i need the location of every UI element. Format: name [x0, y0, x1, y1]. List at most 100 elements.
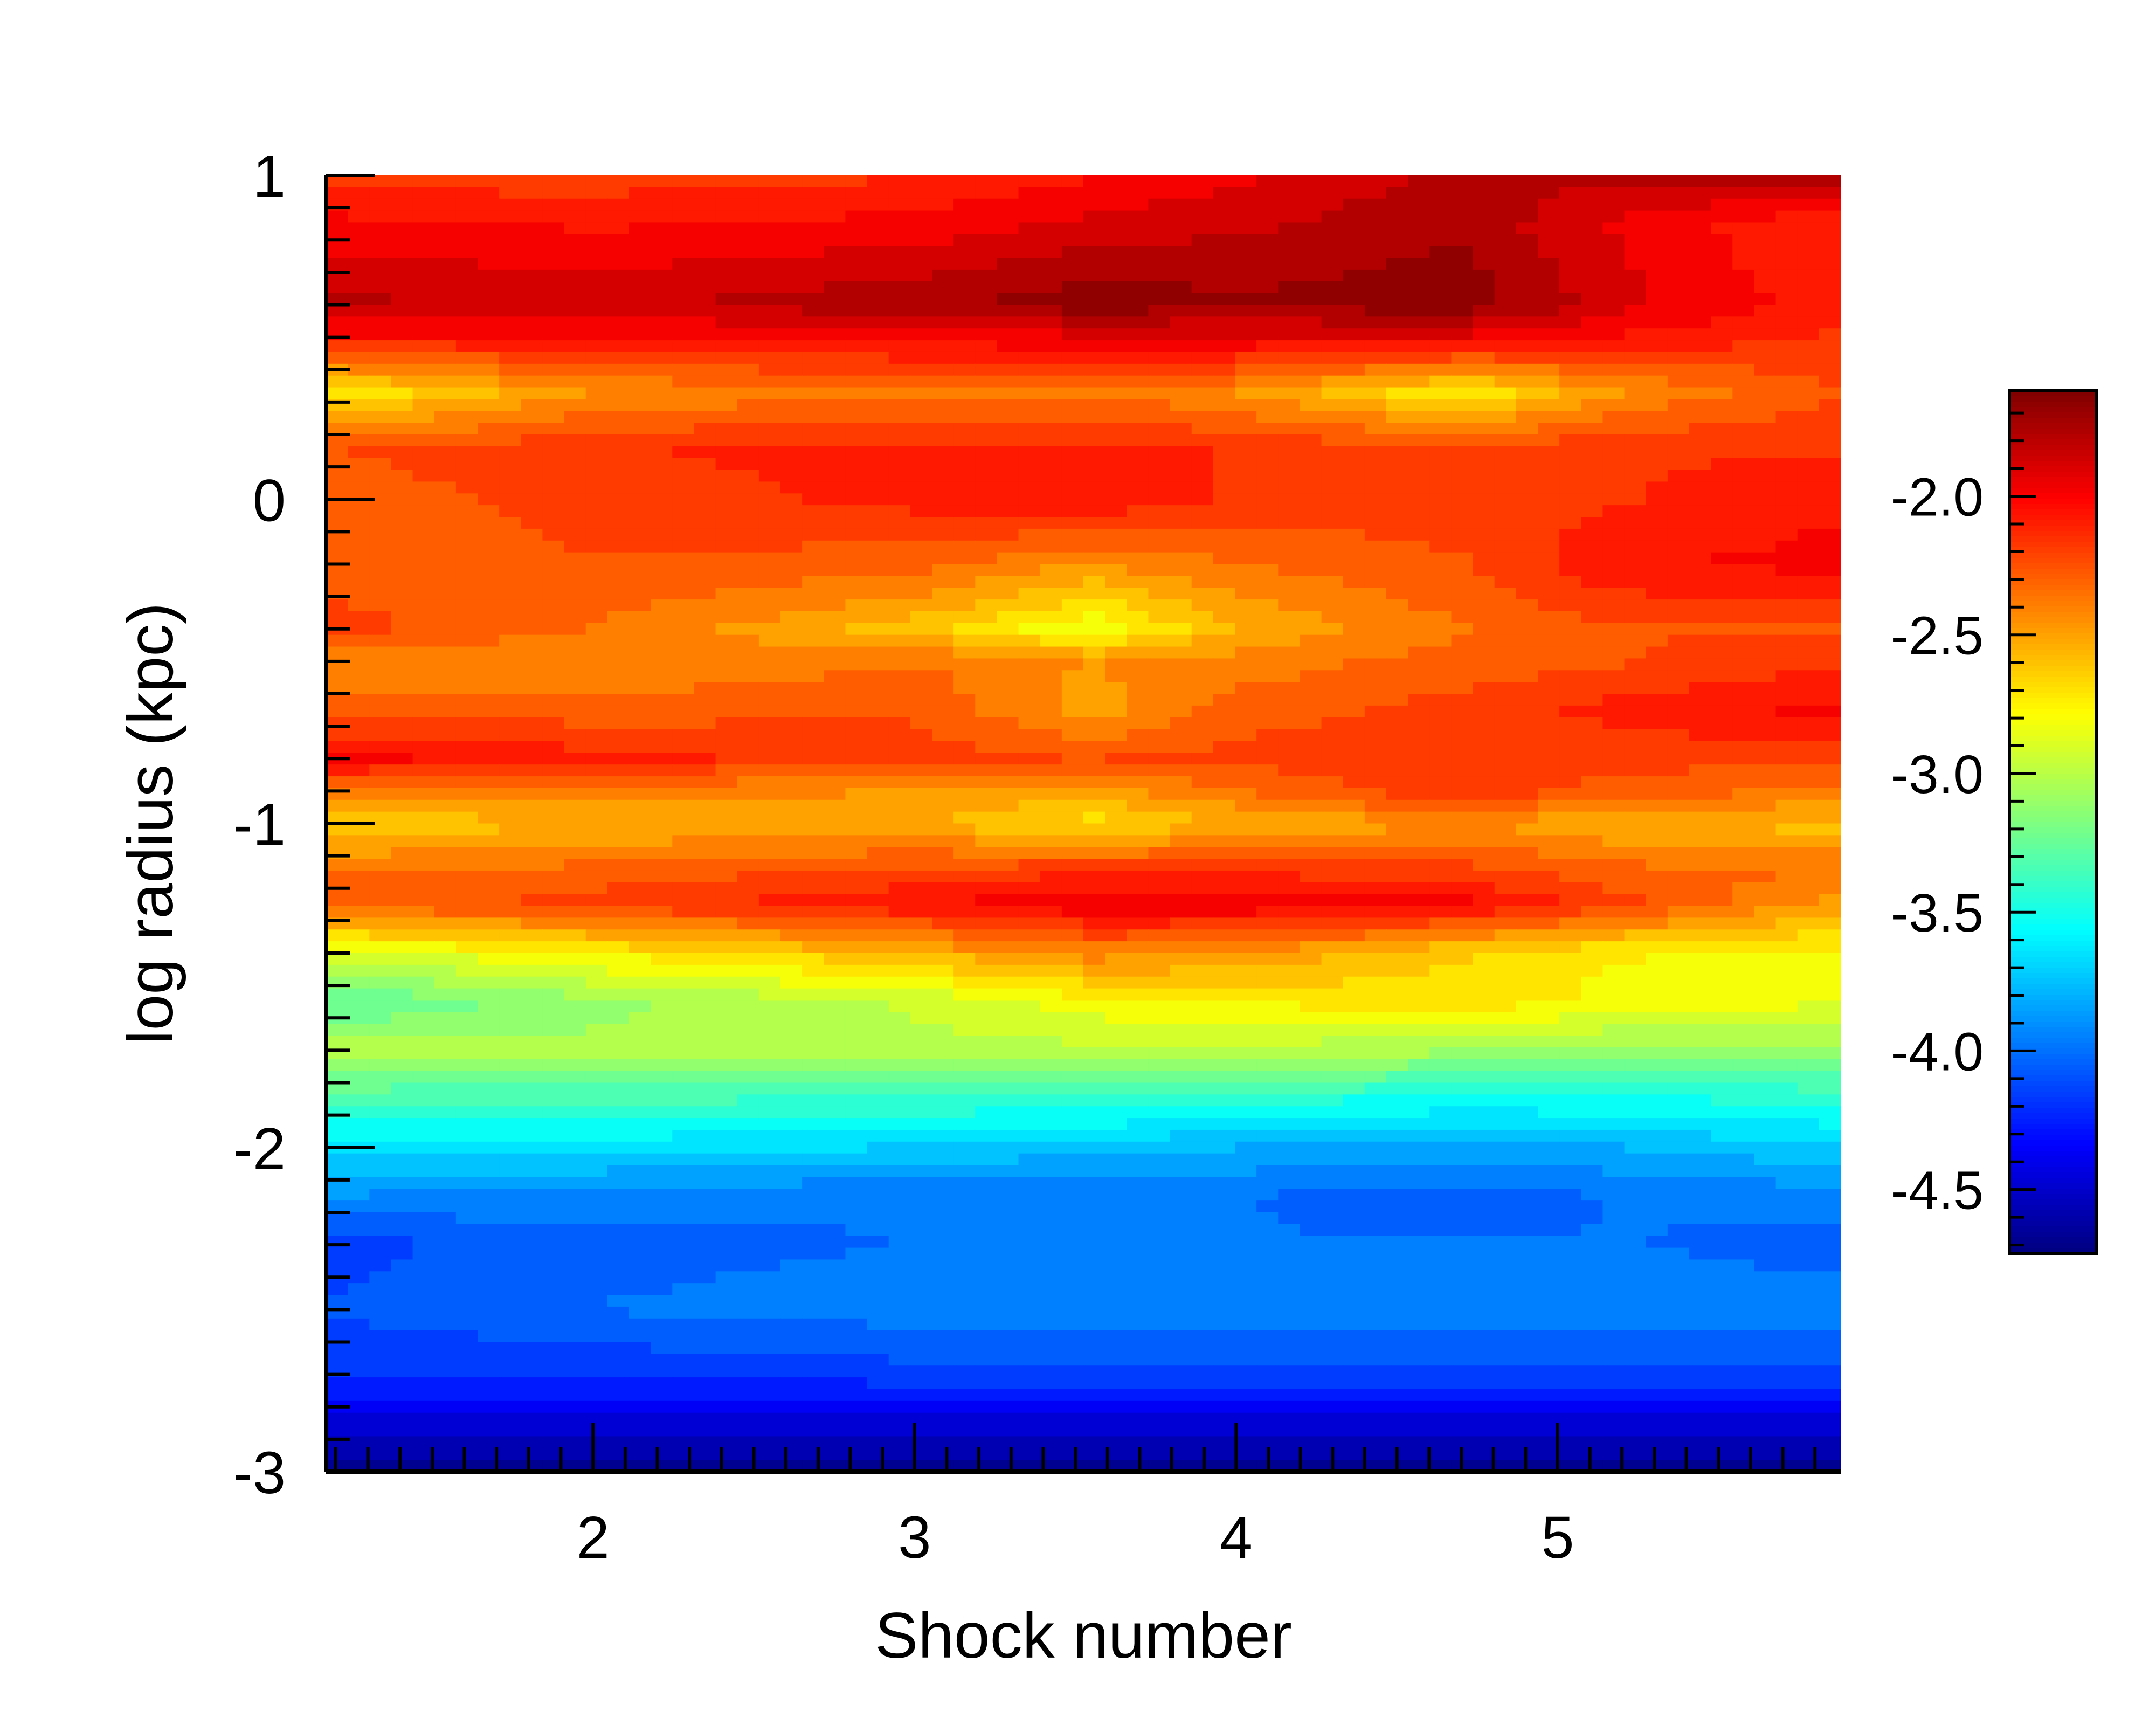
contour-cell: [1408, 953, 1431, 965]
contour-cell: [1451, 222, 1474, 235]
contour-cell: [1191, 859, 1214, 871]
contour-cell: [780, 540, 803, 553]
contour-cell: [1105, 670, 1128, 682]
contour-cell: [888, 953, 911, 965]
contour-cell: [758, 423, 781, 435]
contour-cell: [1667, 705, 1690, 718]
contour-cell: [1559, 411, 1582, 423]
contour-cell: [651, 870, 673, 883]
contour-cell: [1711, 305, 1733, 318]
contour-cell: [1213, 340, 1235, 353]
contour-cell: [434, 423, 457, 435]
contour-cell: [715, 246, 738, 258]
contour-cell: [1364, 351, 1387, 364]
contour-cell: [585, 387, 608, 400]
contour-cell: [997, 328, 1019, 341]
contour-cell: [888, 269, 911, 282]
contour-cell: [1148, 387, 1171, 400]
contour-cell: [585, 988, 608, 1001]
contour-cell: [1646, 882, 1668, 895]
contour-cell: [845, 198, 868, 211]
contour-cell: [478, 870, 500, 883]
contour-cell: [1754, 976, 1777, 989]
contour-cell: [585, 741, 608, 754]
contour-cell: [585, 576, 608, 589]
contour-cell: [607, 411, 630, 423]
contour-cell: [1364, 941, 1387, 954]
contour-cell: [1775, 316, 1798, 329]
contour-cell: [585, 340, 608, 353]
contour-cell: [1300, 505, 1322, 518]
contour-cell: [780, 505, 803, 518]
contour-cell: [1711, 976, 1733, 989]
contour-cell: [1538, 611, 1560, 624]
contour-cell: [1343, 481, 1365, 494]
contour-cell: [434, 351, 457, 364]
contour-cell: [1343, 906, 1365, 919]
contour-cell: [1516, 411, 1538, 423]
contour-cell: [1235, 906, 1257, 919]
contour-cell: [1386, 776, 1408, 789]
contour-cell: [997, 316, 1019, 329]
contour-cell: [629, 894, 651, 907]
contour-cell: [1494, 705, 1517, 718]
contour-cell: [1559, 823, 1582, 836]
contour-cell: [629, 387, 651, 400]
contour-cell: [1581, 811, 1604, 824]
contour-cell: [1451, 446, 1474, 459]
contour-cell: [326, 611, 348, 624]
contour-cell: [1170, 988, 1192, 1001]
contour-cell: [1040, 399, 1062, 412]
contour-cell: [1213, 823, 1235, 836]
contour-cell: [1408, 375, 1431, 388]
contour-cell: [1256, 564, 1279, 577]
contour-cell: [1300, 540, 1322, 553]
contour-cell: [1646, 540, 1668, 553]
contour-cell: [672, 387, 695, 400]
contour-cell: [1321, 234, 1344, 246]
contour-cell: [975, 953, 998, 965]
contour-cell: [1797, 493, 1820, 506]
contour-cell: [758, 729, 781, 742]
contour-cell: [542, 198, 565, 211]
contour-cell: [758, 470, 781, 482]
contour-cell: [953, 387, 976, 400]
contour-cell: [1386, 540, 1408, 553]
contour-cell: [1516, 540, 1538, 553]
contour-cell: [1775, 564, 1798, 577]
contour-cell: [1386, 847, 1408, 859]
contour-cell: [1624, 870, 1647, 883]
contour-cell: [1689, 246, 1711, 258]
contour-cell: [867, 234, 889, 246]
contour-cell: [1819, 717, 1841, 730]
contour-cell: [1494, 470, 1517, 482]
contour-cell: [1732, 694, 1755, 706]
contour-cell: [1602, 1000, 1625, 1013]
contour-cell: [607, 340, 630, 353]
contour-cell: [1646, 694, 1668, 706]
contour-cell: [1602, 210, 1625, 223]
contour-cell: [564, 682, 586, 694]
contour-cell: [651, 599, 673, 612]
contour-cell: [1321, 281, 1344, 294]
contour-cell: [1364, 552, 1387, 565]
contour-cell: [1061, 729, 1084, 742]
contour-cell: [1127, 917, 1149, 930]
contour-cell: [1127, 517, 1149, 529]
contour-cell: [1473, 458, 1495, 471]
contour-cell: [412, 434, 435, 447]
contour-cell: [1083, 753, 1105, 765]
contour-cell: [455, 658, 478, 671]
contour-cell: [672, 882, 695, 895]
contour-cell: [607, 599, 630, 612]
contour-cell: [1689, 658, 1711, 671]
contour-cell: [585, 458, 608, 471]
contour-cell: [715, 929, 738, 942]
contour-cell: [521, 623, 543, 636]
contour-cell: [672, 964, 695, 977]
contour-cell: [434, 481, 457, 494]
contour-cell: [1516, 269, 1538, 282]
contour-cell: [1711, 175, 1733, 188]
contour-cell: [802, 741, 825, 754]
contour-cell: [1127, 588, 1149, 600]
